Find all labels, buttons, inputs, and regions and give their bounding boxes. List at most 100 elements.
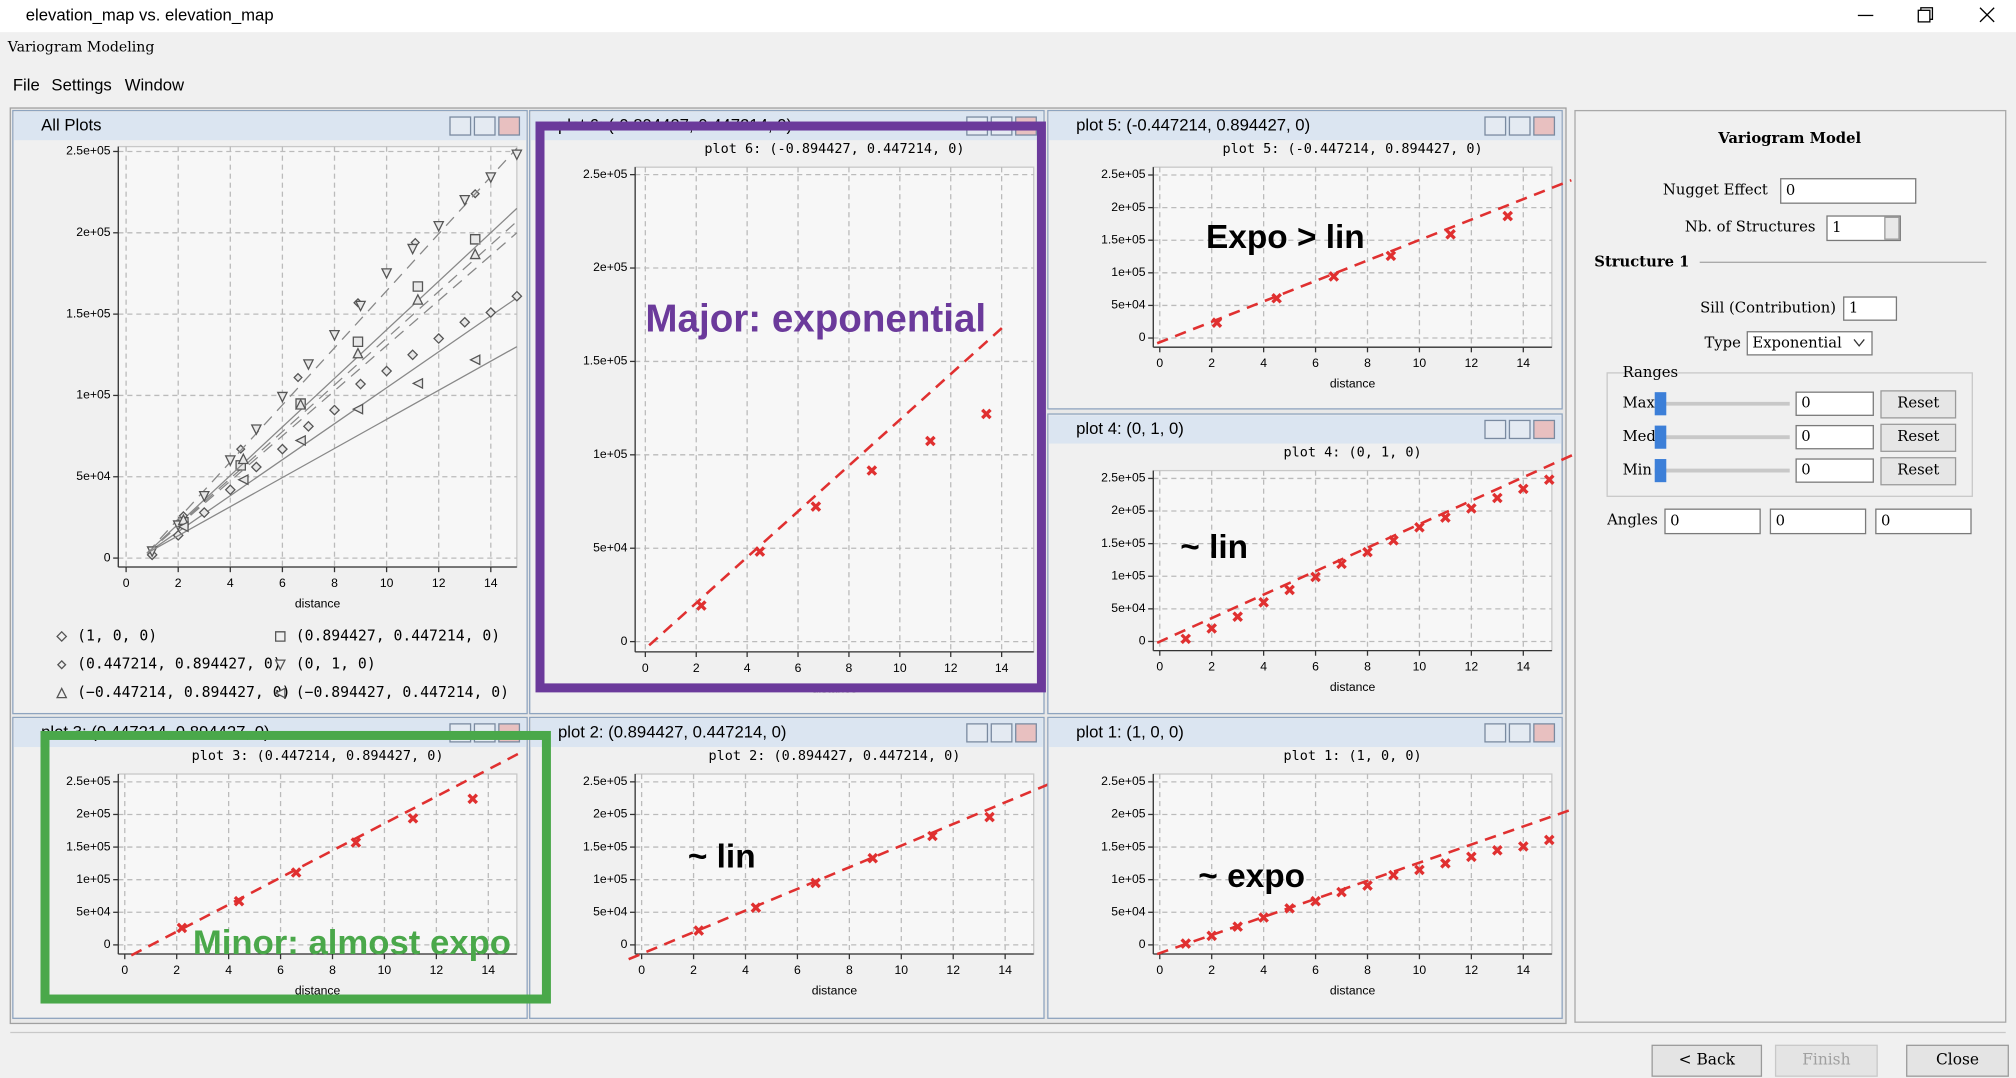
slider-handle[interactable] [1654,425,1667,449]
text-input[interactable] [1843,296,1898,321]
minimize-button[interactable] [966,723,989,743]
close-button[interactable] [1015,723,1037,743]
app-title: Variogram Modeling [7,40,155,56]
point [1206,623,1218,634]
window-title: elevation_map vs. elevation_map [26,6,274,25]
point [350,837,362,848]
x-tick-label: 6 [1312,660,1319,674]
point [1232,611,1243,622]
point [433,221,445,233]
legend-label: (−0.894427, 0.447214, 0) [296,684,509,701]
maximize-button[interactable] [473,116,496,136]
x-tick-label: 2 [173,963,180,977]
plot-subtitle: plot 1: (1, 0, 0) [1283,748,1421,764]
text-input[interactable] [1795,424,1874,450]
slider-handle[interactable] [1654,459,1667,483]
menu-item[interactable]: Settings [51,76,111,95]
maximize-button[interactable] [990,723,1013,743]
x-tick-label: 8 [331,576,338,590]
point [294,398,307,410]
point [1385,250,1397,262]
legend-label: (0, 1, 0) [296,656,376,673]
plot-area [634,773,1035,955]
legend-marker [275,631,286,642]
plot-subtitle: plot 4: (0, 1, 0) [1283,445,1421,461]
reset-button[interactable] [1880,390,1957,419]
y-tick-label: 2e+05 [593,260,627,274]
input-value: 0 [1786,182,1795,199]
point [276,443,288,455]
maximize-button[interactable] [1508,116,1531,136]
y-tick-label: 2.5e+05 [66,144,111,158]
text-input[interactable] [1664,508,1761,535]
text-input[interactable] [1780,178,1917,204]
x-tick-label: 6 [1312,356,1319,370]
close-button[interactable] [1533,723,1556,743]
minimize-button[interactable] [1484,419,1507,440]
point [754,546,766,557]
x-tick-label: 10 [378,963,392,977]
dialog-button[interactable] [1906,1044,2009,1077]
point [1466,503,1477,514]
dialog-button[interactable] [1651,1044,1763,1077]
point [1232,921,1243,932]
x-tick-label: 4 [742,963,749,977]
form-label: Sill (Contribution) [1700,300,1836,317]
maximize-button[interactable] [1508,419,1531,440]
close-button[interactable] [1533,419,1556,440]
plot-window-titlebar [1049,718,1561,748]
x-tick-label: 12 [1465,356,1479,370]
menu-item[interactable]: Window [125,76,185,95]
text-input[interactable] [1795,458,1874,483]
close-button[interactable] [1533,116,1556,136]
y-tick-label: 1e+05 [593,872,627,886]
point [328,329,341,342]
point [290,867,302,878]
legend-marker [56,686,68,699]
x-tick-label: 10 [893,661,907,675]
model-line [1156,179,1572,345]
point [1310,895,1321,907]
point [1502,210,1514,222]
point [1362,546,1373,558]
x-tick-label: 12 [1465,660,1479,674]
annotation: ~ expo [1198,858,1305,895]
point [696,600,707,611]
slider-handle[interactable] [1654,392,1667,416]
text-input[interactable] [1795,391,1874,416]
x-tick-label: 10 [1413,660,1427,674]
point [411,377,424,390]
point [177,521,189,533]
close-button[interactable] [498,116,521,136]
minimize-button[interactable] [1484,723,1507,743]
y-tick-label: 1.5e+05 [66,306,111,320]
y-tick-label: 1e+05 [1111,265,1145,279]
maximize-button[interactable] [1508,723,1531,743]
text-input[interactable] [1769,508,1867,535]
plot-window-title: plot 4: (0, 1, 0) [1076,419,1184,438]
minimize-button[interactable] [449,116,472,136]
input-value: 0 [1801,462,1810,479]
point [459,195,471,207]
x-tick-label: 14 [484,576,498,590]
point [1388,535,1399,546]
point [1211,317,1223,328]
close-button[interactable] [1979,7,1995,23]
text-input[interactable] [1875,508,1972,535]
point [1440,512,1451,523]
menu-item[interactable]: File [13,76,40,95]
restore-button[interactable] [1917,7,1934,23]
minimize-button[interactable] [1484,116,1507,136]
type-select[interactable] [1746,331,1873,356]
point [927,830,938,842]
form-label: Nugget Effect [1663,181,1768,198]
x-tick-label: 0 [638,963,645,977]
spin-button[interactable] [1884,216,1900,240]
reset-button[interactable] [1880,457,1957,486]
point [1440,858,1451,869]
dialog-button [1774,1044,1878,1077]
plot-subtitle: plot 2: (0.894427, 0.447214, 0) [708,748,960,764]
input-value: 1 [1849,300,1858,317]
point [198,507,210,519]
reset-button[interactable] [1880,423,1957,452]
